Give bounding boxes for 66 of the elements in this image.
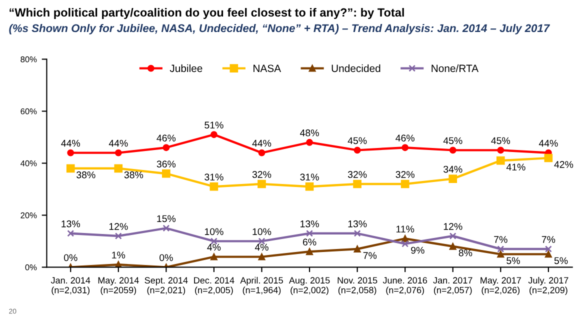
- data-label: 0%: [160, 254, 173, 262]
- data-label: 8%: [458, 249, 472, 256]
- data-label: 1%: [112, 252, 126, 258]
- x-tick-label: June. 2016 (n=2,076): [382, 277, 428, 296]
- chart-subtitle: (%s Shown Only for Jubilee, NASA, Undecided, “None” + RTA) – Trend Analysis: Jan. 2014 – July 2017: [9, 24, 550, 34]
- data-label: 45%: [348, 137, 367, 144]
- data-label: 13%: [348, 220, 367, 228]
- data-label: 48%: [300, 129, 319, 136]
- data-label: 7%: [542, 236, 556, 243]
- x-tick-label: April. 2015 (n=1,964): [240, 276, 283, 296]
- data-label: 15%: [157, 215, 176, 222]
- data-label: 5%: [506, 257, 520, 264]
- x-tick-label: July. 2017 (n=2,209): [528, 276, 568, 296]
- data-label: 11%: [396, 226, 414, 232]
- data-label: 31%: [300, 174, 319, 181]
- legend-label: None/RTA: [432, 64, 479, 72]
- data-label: 45%: [443, 137, 462, 144]
- data-label: 7%: [363, 252, 377, 259]
- data-label: 42%: [554, 161, 574, 168]
- x-tick-label: Sept. 2014 (n=2,021): [144, 277, 188, 296]
- data-label: 13%: [300, 220, 319, 228]
- data-label: 32%: [348, 171, 367, 178]
- data-label: 44%: [108, 140, 128, 147]
- data-label: 34%: [444, 166, 462, 173]
- y-tick-label: 20%: [20, 212, 37, 218]
- data-label: 38%: [76, 171, 96, 178]
- data-label: 44%: [252, 140, 272, 147]
- chart-title: “Which political party/coalition do you feel closest to if any?”: by Total: [10, 8, 404, 20]
- x-tick-label: May. 2014 (n=2059): [98, 277, 139, 296]
- x-tick-label: Jan. 2014 (n=2,031): [50, 277, 90, 296]
- data-label: 51%: [204, 122, 224, 129]
- legend-label: Jubilee: [170, 64, 202, 72]
- data-label: 32%: [396, 171, 414, 178]
- x-tick-label: Aug. 2015 (n=2,002): [288, 277, 330, 296]
- data-label: 41%: [506, 164, 526, 170]
- data-label: 10%: [204, 228, 224, 236]
- data-label: 10%: [252, 228, 272, 236]
- data-label: 44%: [61, 140, 80, 147]
- legend-label: NASA: [254, 64, 282, 72]
- x-tick-label: Dec. 2014 (n=2,005): [194, 277, 234, 296]
- data-label: 6%: [302, 238, 316, 246]
- data-label: 0%: [64, 254, 78, 262]
- data-label: 46%: [156, 134, 176, 142]
- y-tick-label: 60%: [20, 108, 37, 114]
- data-label: 31%: [204, 174, 224, 181]
- y-tick-label: 80%: [20, 56, 37, 62]
- data-label: 32%: [252, 171, 272, 178]
- y-tick-label: 40%: [20, 160, 37, 166]
- data-label: 7%: [494, 236, 508, 243]
- data-label: 4%: [254, 244, 268, 251]
- data-label: 5%: [554, 257, 568, 264]
- data-label: 12%: [109, 223, 128, 230]
- data-label: 12%: [444, 223, 462, 230]
- data-label: 44%: [538, 140, 558, 147]
- legend-label: Undecided: [332, 64, 380, 72]
- data-label: 46%: [396, 134, 414, 142]
- data-label: 36%: [156, 160, 176, 168]
- data-label: 45%: [491, 137, 510, 144]
- x-tick-label: Nov. 2015 (n=2,058): [338, 277, 378, 296]
- x-tick-label: May. 2017 (n=2,026): [480, 277, 521, 296]
- data-label: 4%: [207, 244, 221, 251]
- x-tick-label: Jan. 2017 (n=2,057): [433, 277, 472, 296]
- data-label: 9%: [411, 246, 424, 254]
- y-tick-label: 0%: [25, 264, 37, 270]
- data-label: 13%: [62, 220, 80, 228]
- data-label: 38%: [124, 171, 144, 178]
